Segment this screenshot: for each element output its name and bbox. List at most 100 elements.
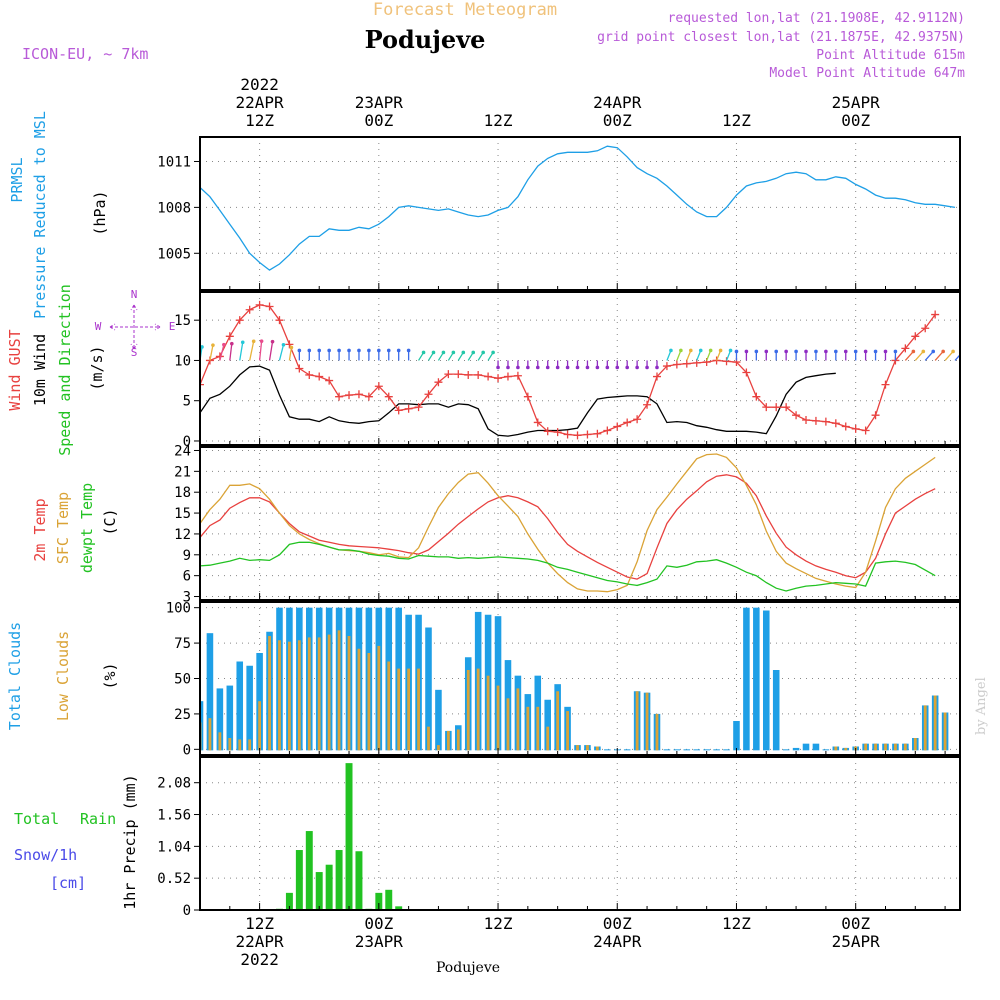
- wind-gust-marker: [414, 403, 423, 412]
- pressure-unit-label: (hPa): [91, 190, 109, 235]
- wind-gust-marker: [285, 340, 294, 349]
- low-clouds-bar: [307, 637, 311, 751]
- bottom-time-label: 12Z: [245, 914, 274, 933]
- low-clouds-bar: [595, 746, 599, 751]
- total-clouds-bar: [762, 610, 770, 751]
- wind-gust-marker: [484, 372, 493, 381]
- wind-arrow-head: [698, 348, 703, 353]
- wind-ytick-label: 15: [174, 313, 191, 329]
- wind-arrow-head: [555, 365, 560, 370]
- compass-w: W: [95, 320, 102, 333]
- low-clouds-bar: [427, 726, 430, 751]
- low-clouds-bar: [576, 745, 579, 751]
- wind-frame: [199, 291, 961, 446]
- rain-bar: [395, 906, 403, 910]
- wind-arrow-head: [545, 365, 550, 370]
- wind-arrow-head: [337, 348, 341, 353]
- wind-gust-marker: [762, 403, 771, 412]
- wind-gust-line: [200, 304, 936, 436]
- low-clouds-bar: [655, 713, 659, 751]
- wind-arrow-head: [451, 350, 456, 355]
- temp-2m-label: 2m Temp: [31, 498, 49, 561]
- wind-gust-marker: [841, 422, 850, 431]
- wind-gust-marker: [662, 362, 671, 371]
- data-layer: [200, 145, 960, 910]
- bottom-time-label: 23APR: [355, 932, 404, 951]
- wind-arrow: [209, 345, 214, 361]
- top-time-label: 00Z: [841, 111, 870, 130]
- wind-gust-marker: [871, 411, 880, 420]
- low-clouds-bar: [387, 661, 391, 751]
- low-clouds-bar: [486, 675, 490, 751]
- wind-gust-marker: [831, 419, 840, 428]
- pressure-plot: [200, 145, 956, 271]
- footer-location: Podujeve: [436, 960, 500, 976]
- wind-arrow-head: [565, 365, 570, 370]
- wind-arrow-head: [461, 350, 466, 355]
- wind-gust-marker: [404, 404, 413, 413]
- pressure-label-1: PRMSL: [8, 157, 26, 202]
- low-clouds-bar: [884, 743, 887, 751]
- low-clouds-bar: [844, 747, 848, 751]
- wind-arrow-head: [645, 365, 649, 370]
- low-clouds-bar: [943, 712, 947, 751]
- rain-bar: [305, 831, 313, 910]
- wind-gust-marker: [275, 316, 284, 325]
- clouds-ytick-label: 0: [183, 742, 191, 758]
- wind-arrow: [249, 341, 255, 361]
- wind-gust-marker: [782, 403, 791, 412]
- wind-arrow-head: [814, 349, 818, 354]
- wind-arrow-head: [535, 365, 540, 370]
- precip-snow-unit-label: [cm]: [50, 874, 86, 892]
- bottom-time-label: 22APR: [236, 932, 285, 951]
- wind-arrow: [239, 342, 244, 361]
- wind-arrow-head: [496, 365, 500, 370]
- wind-arrow-head: [297, 348, 302, 353]
- total-clouds-bar: [713, 749, 720, 751]
- low-clouds-bar: [476, 668, 480, 751]
- total-clouds-bar: [216, 688, 224, 751]
- wind-gust-marker: [613, 422, 622, 431]
- wind-arrow-head: [222, 342, 226, 347]
- low-clouds-bar: [218, 732, 222, 751]
- wind-arrow-head: [728, 348, 733, 353]
- total-clouds-bar: [683, 749, 691, 751]
- wind-gust-marker: [464, 370, 473, 379]
- wind-dir-label: Speed and Direction: [56, 284, 74, 456]
- wind-arrow: [904, 351, 914, 361]
- compass-n: N: [131, 288, 138, 301]
- low-clouds-bar: [248, 739, 252, 751]
- total-clouds-bar: [226, 685, 234, 751]
- temperature-ytick-label: 6: [183, 569, 191, 585]
- wind-plot: [200, 300, 960, 440]
- low-clouds-bar: [456, 729, 460, 751]
- top-time-label: 2022: [240, 75, 279, 94]
- low-clouds-bar: [446, 730, 450, 751]
- wind-gust-marker: [821, 417, 830, 426]
- low-clouds-bar: [546, 726, 550, 751]
- rain-bar: [385, 889, 393, 910]
- low-clouds-bar: [933, 695, 937, 751]
- wind-arrow: [288, 347, 293, 361]
- temperature-ytick-label: 18: [174, 485, 191, 501]
- wind-arrow-head: [317, 348, 322, 353]
- total-clouds-bar: [200, 701, 204, 751]
- rain-bar: [315, 872, 323, 910]
- wind-gust-marker: [513, 371, 522, 380]
- wind-gust-marker: [643, 400, 652, 409]
- wind-arrow-head: [377, 348, 381, 353]
- low-clouds-bar: [278, 640, 281, 751]
- bottom-time-label: 12Z: [722, 914, 751, 933]
- wind-arrow-head: [575, 365, 580, 370]
- wind-arrow-head: [921, 349, 926, 354]
- top-time-label: 22APR: [236, 93, 285, 112]
- wind-arrow: [278, 344, 285, 361]
- total-clouds-bar: [693, 749, 701, 751]
- total-clouds-bar: [236, 661, 244, 751]
- total-clouds-bar: [772, 670, 780, 751]
- wind-arrow-head: [669, 348, 673, 353]
- total-clouds-bar: [425, 627, 432, 751]
- rain-bar: [355, 851, 363, 910]
- wind-gust-marker: [543, 427, 552, 436]
- wind-arrow-head: [605, 365, 610, 370]
